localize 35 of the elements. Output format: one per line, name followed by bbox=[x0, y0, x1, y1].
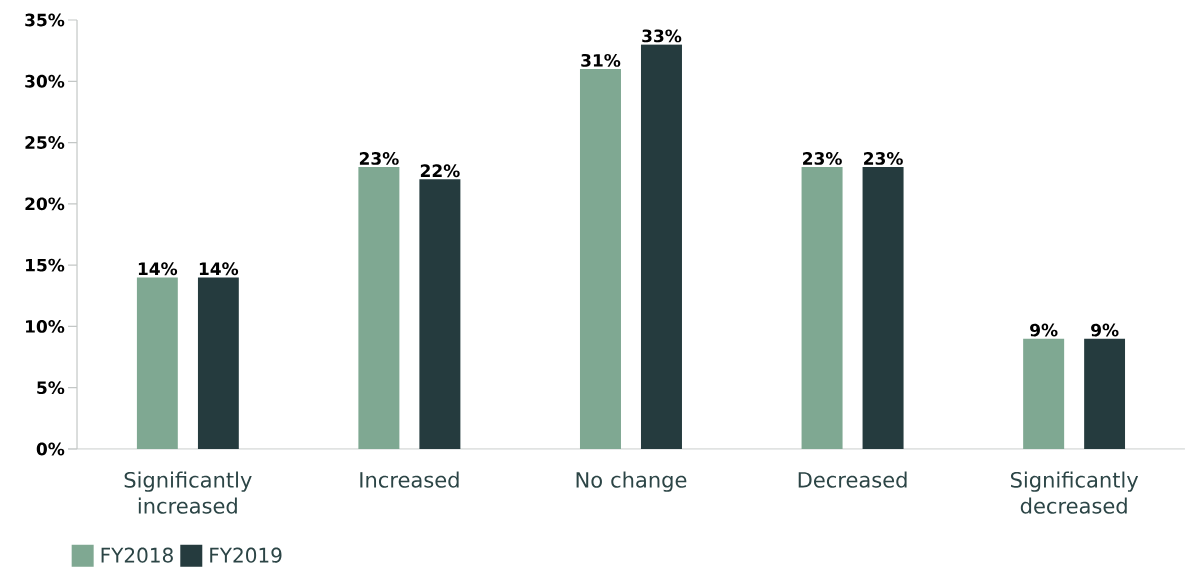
x-tick-label: Significantly decreased bbox=[1010, 471, 1139, 514]
x-tick-label: No change bbox=[576, 471, 687, 492]
bar bbox=[197, 277, 239, 449]
bar bbox=[1084, 338, 1126, 449]
data-label: 9% bbox=[1030, 323, 1058, 337]
legend-label: FY2018 bbox=[101, 547, 173, 563]
data-label: 31% bbox=[581, 53, 621, 67]
data-label: 23% bbox=[359, 152, 399, 165]
bar bbox=[1023, 338, 1065, 449]
y-tick-label: 20% bbox=[25, 197, 65, 211]
data-label: 23% bbox=[864, 152, 903, 165]
y-tick-label: 30% bbox=[25, 74, 65, 88]
x-tick-label: Significantly increased bbox=[124, 471, 252, 514]
data-label: 14% bbox=[138, 262, 178, 276]
bar bbox=[358, 167, 400, 449]
bar bbox=[862, 167, 904, 449]
y-tick-label: 35% bbox=[25, 13, 65, 27]
data-label: 22% bbox=[420, 164, 460, 178]
y-tick-label: 15% bbox=[26, 258, 65, 272]
data-label: 9% bbox=[1091, 323, 1119, 337]
x-tick-label: Increased bbox=[360, 471, 459, 488]
y-tick-label: 25% bbox=[25, 136, 65, 149]
bar bbox=[640, 44, 682, 449]
x-tick-label: Decreased bbox=[798, 471, 907, 488]
data-label: 23% bbox=[803, 152, 842, 165]
data-label: 33% bbox=[642, 29, 682, 43]
bar bbox=[579, 69, 621, 449]
y-tick-label: 0% bbox=[36, 442, 65, 456]
y-tick-label: 5% bbox=[37, 381, 65, 395]
legend-label: FY2019 bbox=[210, 547, 282, 563]
data-label: 14% bbox=[199, 262, 239, 276]
bar bbox=[801, 167, 843, 449]
y-tick-label: 10% bbox=[26, 319, 65, 333]
bar bbox=[136, 277, 178, 449]
bar bbox=[419, 179, 461, 449]
